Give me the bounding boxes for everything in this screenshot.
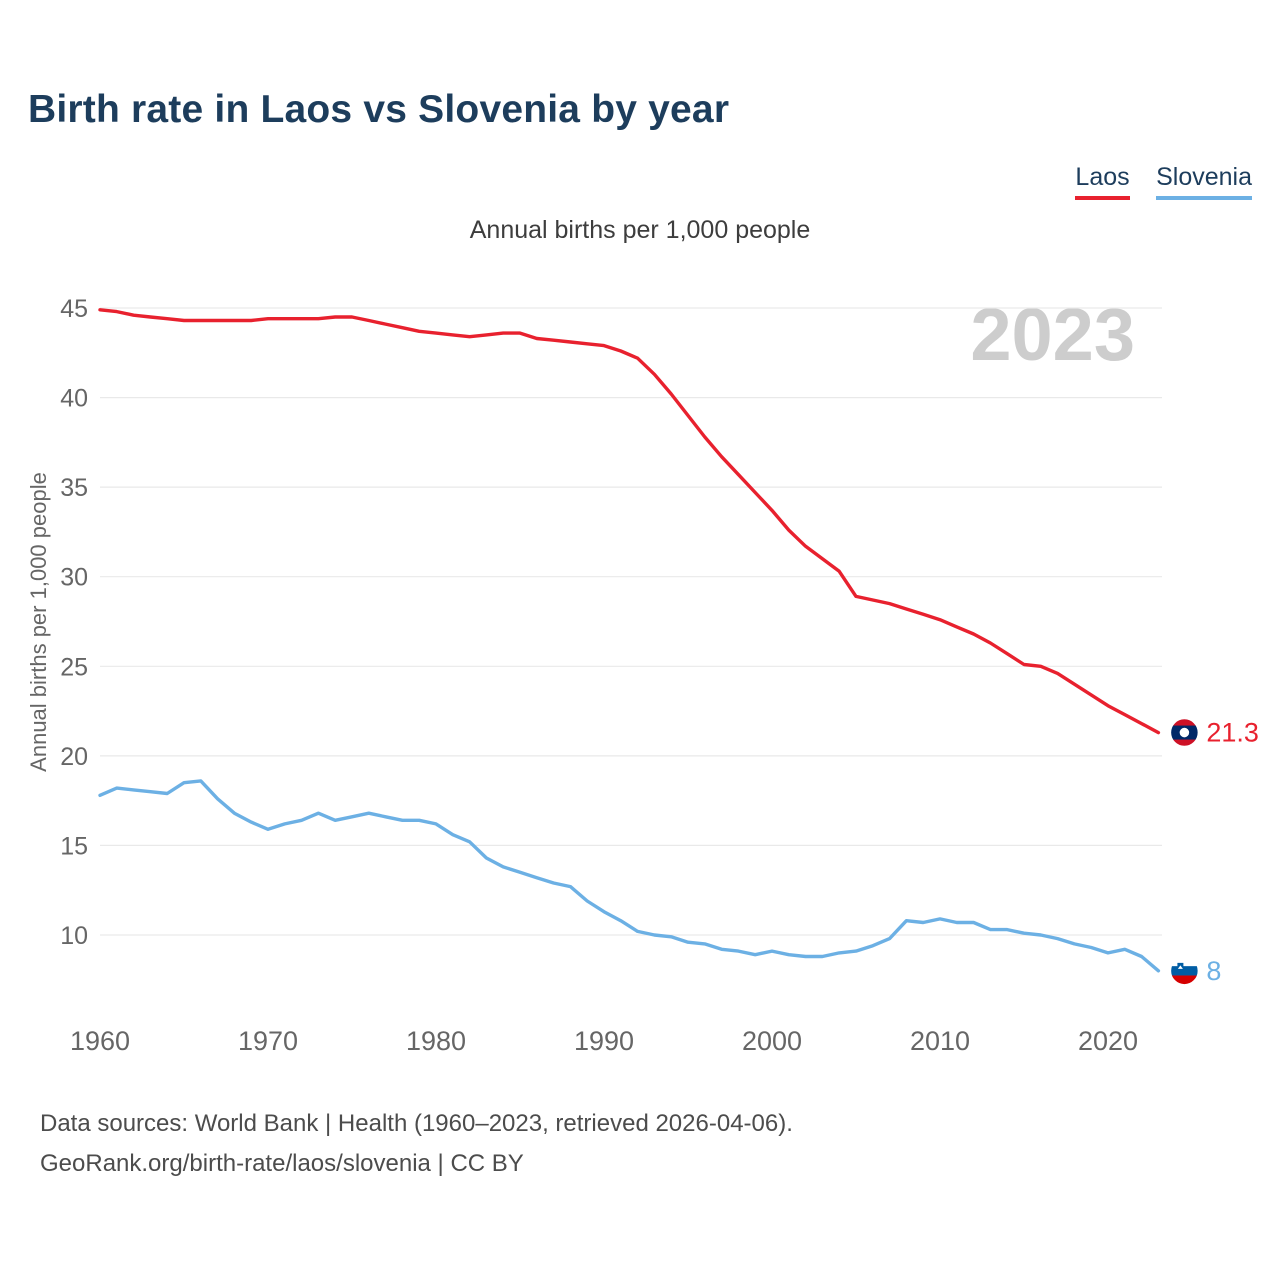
end-value-label-slovenia: 8 [1206, 956, 1221, 986]
x-tick-label: 2020 [1078, 1026, 1138, 1056]
line-chart: 2023 45 40 35 30 25 20 15 10 1960 1970 1980 1990 2000… [26, 293, 1259, 1056]
data-sources-line: Data sources: World Bank | Health (1960–… [40, 1110, 793, 1137]
x-tick-label: 1980 [406, 1026, 466, 1056]
legend-item-laos[interactable]: Laos [1075, 163, 1130, 200]
slovenia-flag-icon [1169, 956, 1200, 986]
y-tick-label: 10 [60, 922, 88, 950]
x-tick-label: 1960 [70, 1026, 130, 1056]
laos-flag-icon [1169, 717, 1200, 748]
y-tick-label: 30 [60, 564, 88, 592]
end-value-label-laos: 21.3 [1206, 718, 1259, 748]
footer: Data sources: World Bank | Health (1960–… [40, 1104, 793, 1184]
attribution-line: GeoRank.org/birth-rate/laos/slovenia | C… [40, 1150, 524, 1177]
page-title: Birth rate in Laos vs Slovenia by year [28, 88, 730, 131]
chart-area: 2023 45 40 35 30 25 20 15 10 1960 1970 1980 1990 2000… [0, 260, 1280, 1080]
chart-subtitle: Annual births per 1,000 people [469, 216, 811, 244]
legend: Laos Slovenia [1053, 163, 1252, 200]
y-tick-label: 45 [60, 295, 88, 323]
watermark-year: 2023 [970, 293, 1135, 376]
x-tick-label: 1970 [238, 1026, 298, 1056]
series-line-laos [98, 308, 1161, 735]
x-tick-label: 2000 [742, 1026, 802, 1056]
y-tick-label: 15 [60, 832, 88, 860]
series-line-slovenia [98, 779, 1161, 973]
y-axis-title: Annual births per 1,000 people [26, 472, 51, 772]
x-tick-label: 1990 [574, 1026, 634, 1056]
y-tick-label: 20 [60, 743, 88, 771]
y-tick-label: 35 [60, 474, 88, 502]
legend-item-slovenia[interactable]: Slovenia [1156, 163, 1252, 200]
y-tick-label: 40 [60, 385, 88, 413]
x-tick-label: 2010 [910, 1026, 970, 1056]
y-tick-label: 25 [60, 653, 88, 681]
